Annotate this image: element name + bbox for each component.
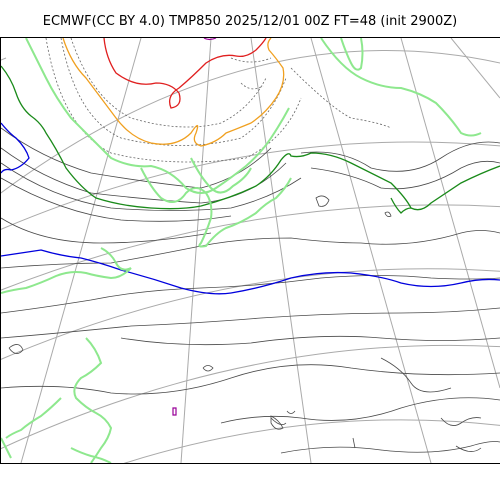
small-islands [270, 195, 392, 449]
coastline-europe [1, 247, 132, 294]
graticule-meridians [1, 38, 500, 463]
isotherm-green [1, 65, 500, 214]
meridian-line [1, 57, 7, 61]
coastlines [1, 38, 482, 463]
latitude-line [1, 204, 500, 291]
coastline-far-left [1, 437, 12, 459]
map-title: ECMWF(CC BY 4.0) TMP850 2025/12/01 00Z F… [42, 14, 458, 29]
island [270, 415, 284, 430]
coastline-gl-east [190, 157, 252, 194]
isotherms-dotted [45, 38, 392, 163]
latitude-line [1, 141, 500, 230]
meridian-line [20, 38, 142, 463]
island [315, 195, 330, 207]
meridian-line [250, 38, 312, 463]
coastline-island [340, 38, 364, 71]
isotherm-orange [62, 38, 285, 147]
latitude-line [123, 419, 500, 463]
island [352, 437, 356, 449]
isotherm-blue [1, 122, 500, 295]
meridian-line [400, 38, 500, 389]
map-frame [0, 37, 500, 464]
isotherm-red [103, 38, 267, 109]
latitude-line [1, 50, 500, 194]
coastline-lower-left-2 [5, 397, 62, 439]
coastline-lower-left [73, 337, 113, 463]
map-canvas [1, 38, 500, 463]
coastline-scandinavia [320, 38, 482, 137]
isotherm-purple [172, 38, 217, 416]
isotherms-thin [1, 127, 500, 454]
coastline-greenland [25, 38, 290, 194]
latitude-line [1, 344, 500, 450]
graticule-latitudes [1, 50, 500, 463]
meridian-line [450, 38, 500, 99]
coastline-lower-left-3 [70, 447, 112, 463]
coastline-iceland [140, 167, 292, 248]
latitude-line [1, 268, 500, 360]
meridian-line [310, 38, 432, 463]
island [384, 211, 392, 217]
meridian-line [180, 38, 212, 463]
